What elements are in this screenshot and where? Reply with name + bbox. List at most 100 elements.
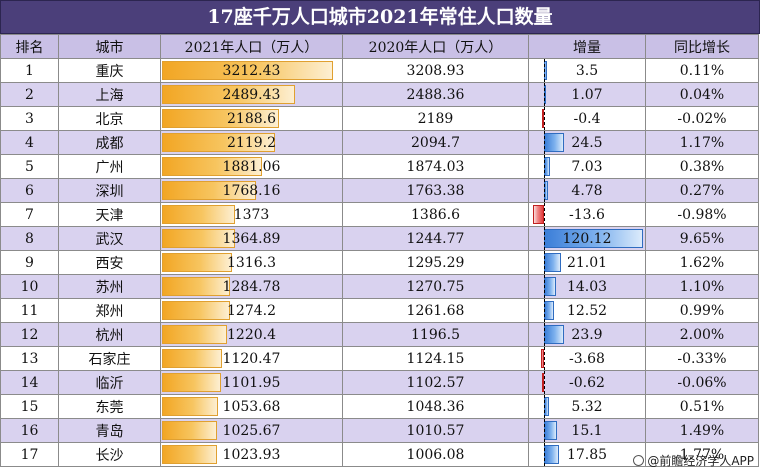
table-row: 11 郑州 1274.2 1261.68 12.52 0.99%: [0, 298, 759, 323]
pop2021-cell: 2188.6: [160, 106, 343, 131]
pop2021-cell-value: 2119.2: [227, 134, 276, 151]
pop2021-cell-value: 3212.43: [222, 62, 281, 79]
circle-logo-icon: [633, 455, 645, 466]
rank-cell-value: 4: [25, 134, 34, 151]
pop2021-cell-value: 1768.16: [222, 182, 281, 199]
pop2020-cell: 1048.36: [342, 394, 529, 419]
city-cell: 杭州: [58, 322, 161, 347]
city-cell: 天津: [58, 202, 161, 227]
delta-axis: [544, 179, 546, 202]
pop2021-bar: [162, 325, 227, 344]
rank-cell: 17: [0, 442, 59, 467]
city-cell-value: 北京: [95, 111, 124, 128]
pop2020-cell: 1270.75: [342, 274, 529, 299]
rank-cell: 10: [0, 274, 59, 299]
pop2020-cell: 1244.77: [342, 226, 529, 251]
delta-axis: [544, 275, 546, 298]
table-row: 10 苏州 1284.78 1270.75 14.03 1.10%: [0, 274, 759, 299]
delta-cell-value: 12.52: [566, 302, 608, 319]
pop2020-cell: 1874.03: [342, 154, 529, 179]
pop2020-cell-value: 1386.6: [411, 206, 460, 223]
growth-cell: 9.65%: [645, 226, 759, 251]
city-cell: 东莞: [58, 394, 161, 419]
delta-axis: [544, 419, 546, 442]
pop2021-bar: [162, 157, 263, 176]
delta-cell: 15.1: [528, 418, 646, 443]
pop2020-cell: 1006.08: [342, 442, 529, 467]
delta-axis: [544, 299, 546, 322]
rank-cell: 7: [0, 202, 59, 227]
pop2021-cell: 1053.68: [160, 394, 343, 419]
pop2021-bar: [162, 181, 257, 200]
rank-cell: 2: [0, 82, 59, 107]
pop2021-bar: [162, 373, 221, 392]
pop2021-bar: [162, 445, 217, 464]
col-header-pop2021: 2021年人口（万人）: [160, 34, 343, 59]
delta-cell: 14.03: [528, 274, 646, 299]
table-row: 14 临沂 1101.95 1102.57 -0.62 -0.06%: [0, 370, 759, 395]
city-cell-value: 东莞: [95, 399, 124, 416]
pop2020-cell-value: 1196.5: [411, 326, 460, 343]
growth-cell: 2.00%: [645, 322, 759, 347]
col-header-delta: 增量: [528, 34, 646, 59]
city-cell: 石家庄: [58, 346, 161, 371]
rank-cell: 6: [0, 178, 59, 203]
pop2020-cell-value: 1244.77: [406, 230, 465, 247]
pop2020-cell-value: 1006.08: [406, 446, 465, 463]
delta-cell: 17.85: [528, 442, 646, 467]
city-cell-value: 重庆: [95, 63, 124, 80]
delta-cell: 12.52: [528, 298, 646, 323]
pop2021-cell-value: 1120.47: [222, 350, 281, 367]
delta-bar: [544, 325, 564, 344]
city-cell: 临沂: [58, 370, 161, 395]
delta-axis: [544, 59, 546, 82]
table-row: 9 西安 1316.3 1295.29 21.01 1.62%: [0, 250, 759, 275]
col-header-growth: 同比增长: [645, 34, 759, 59]
growth-cell: -0.02%: [645, 106, 759, 131]
delta-axis: [544, 155, 546, 178]
delta-axis: [544, 227, 546, 250]
growth-cell-value: 1.17%: [679, 134, 725, 151]
growth-cell-value: 1.49%: [679, 422, 725, 439]
growth-cell-value: 0.51%: [679, 398, 725, 415]
pop2021-bar: [162, 253, 233, 272]
delta-cell-value: 4.78: [571, 182, 603, 199]
delta-cell: 24.5: [528, 130, 646, 155]
pop2021-cell: 3212.43: [160, 58, 343, 83]
growth-cell-value: -0.33%: [677, 350, 727, 367]
rank-cell-value: 3: [25, 110, 34, 127]
pop2021-cell-value: 1053.68: [222, 398, 281, 415]
pop2021-cell-value: 1316.3: [227, 254, 276, 271]
rank-cell: 3: [0, 106, 59, 131]
city-cell-value: 天津: [95, 207, 124, 224]
growth-cell-value: 1.77%: [679, 446, 725, 463]
table-row: 16 青岛 1025.67 1010.57 15.1 1.49%: [0, 418, 759, 443]
pop2021-cell: 1274.2: [160, 298, 343, 323]
pop2021-cell-value: 1364.89: [222, 230, 281, 247]
delta-cell: -0.62: [528, 370, 646, 395]
pop2020-cell: 1386.6: [342, 202, 529, 227]
rank-cell-value: 12: [20, 326, 39, 343]
table-body: 1 重庆 3212.43 3208.93 3.5 0.11% 2 上海 2489.43 2488.…: [0, 58, 759, 467]
growth-cell-value: -0.98%: [677, 206, 727, 223]
rank-cell: 4: [0, 130, 59, 155]
growth-cell: 0.11%: [645, 58, 759, 83]
pop2020-cell-value: 1010.57: [406, 422, 465, 439]
rank-cell-value: 13: [20, 350, 39, 367]
pop2021-cell: 1025.67: [160, 418, 343, 443]
delta-cell: -13.6: [528, 202, 646, 227]
city-cell: 青岛: [58, 418, 161, 443]
watermark: @前瞻经济学人APP: [633, 452, 754, 469]
delta-cell: 21.01: [528, 250, 646, 275]
delta-axis: [544, 347, 546, 370]
city-cell: 重庆: [58, 58, 161, 83]
pop2020-cell: 2189: [342, 106, 529, 131]
table-row: 3 北京 2188.6 2189 -0.4 -0.02%: [0, 106, 759, 131]
delta-bar: [541, 349, 545, 368]
city-cell: 武汉: [58, 226, 161, 251]
pop2020-cell-value: 1295.29: [406, 254, 465, 271]
header-row: 排名 城市 2021年人口（万人） 2020年人口（万人） 增量 同比增长: [0, 34, 759, 59]
pop2021-bar: [162, 133, 275, 152]
delta-cell-value: 120.12: [562, 230, 612, 247]
pop2021-cell-value: 2188.6: [227, 110, 276, 127]
